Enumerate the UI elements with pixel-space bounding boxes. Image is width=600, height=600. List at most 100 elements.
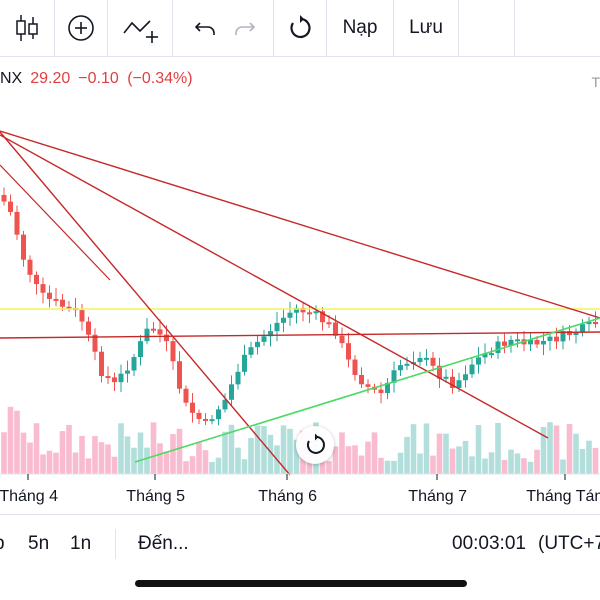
volume-bar	[371, 432, 378, 474]
volume-bar	[189, 456, 196, 474]
volume-bar	[98, 442, 105, 474]
volume-bar	[235, 447, 241, 474]
horizontal-line-red	[0, 331, 600, 339]
volume-bar	[1, 432, 7, 474]
volume-bar	[150, 422, 157, 474]
candle-body	[385, 382, 390, 394]
candle-body	[131, 357, 137, 371]
candle-body	[27, 259, 33, 275]
volume-bar	[92, 436, 98, 474]
volume-bar	[345, 446, 352, 474]
indicator-add-icon	[123, 20, 158, 43]
x-axis-tick-label: Tháng Tám	[526, 488, 600, 505]
volume-bar	[280, 425, 287, 474]
volume-bar	[209, 461, 215, 474]
volume-bar	[553, 425, 560, 474]
volume-bar	[547, 422, 553, 474]
candle-body	[463, 374, 468, 381]
candle-body	[515, 339, 520, 342]
volume-bar	[514, 453, 521, 474]
volume-bar	[475, 425, 482, 474]
add-indicator-button[interactable]	[108, 0, 172, 56]
range-button-partial[interactable]: p	[0, 533, 5, 555]
candle-body	[53, 298, 59, 301]
volume-bar	[72, 452, 79, 474]
candle-body	[157, 329, 163, 335]
range-button-1d[interactable]: 1n	[70, 533, 92, 554]
candle-body	[502, 341, 507, 346]
candle-body	[320, 311, 325, 323]
candle-body	[495, 341, 501, 354]
volume-bar	[33, 423, 40, 474]
candle-body	[47, 292, 52, 299]
load-layout-button[interactable]: Nạp	[327, 0, 393, 56]
candle-body	[196, 412, 202, 419]
candle-body	[443, 376, 449, 379]
candle-body	[170, 341, 176, 362]
volume-bar	[20, 432, 27, 474]
price-change: −0.10	[78, 70, 119, 87]
chart-type-button[interactable]	[0, 0, 54, 56]
candle-body	[209, 419, 215, 422]
volume-bar	[267, 434, 274, 474]
candle-body	[203, 418, 208, 421]
chart-reset-view-button[interactable]	[296, 426, 334, 464]
reset-icon	[290, 15, 311, 39]
volume-bar	[423, 423, 430, 474]
candle-body	[151, 328, 156, 331]
volume-bar	[443, 433, 449, 474]
compare-symbol-button[interactable]	[55, 0, 107, 56]
x-axis-tick-label: Tháng 5	[126, 488, 186, 505]
volume-bar	[365, 441, 371, 474]
candle-body	[339, 335, 345, 344]
drawings-layer	[0, 130, 600, 476]
range-button-5d[interactable]: 5n	[28, 533, 50, 554]
volume-bar	[215, 457, 222, 474]
volume-bar	[436, 433, 443, 474]
symbol-name: NX	[0, 70, 23, 87]
volume-bar	[527, 461, 534, 474]
volume-bar	[358, 455, 365, 474]
candle-body	[580, 324, 585, 333]
candle-body	[307, 312, 312, 315]
goto-date-button[interactable]: Đến...	[138, 533, 189, 554]
candle-body	[99, 351, 104, 377]
candle-body	[313, 311, 319, 314]
candle-body	[216, 409, 221, 420]
candle-body	[528, 339, 533, 345]
save-layout-button[interactable]: Lưu	[394, 0, 458, 56]
candle-body	[359, 374, 364, 385]
redo-button[interactable]	[222, 0, 268, 56]
candle-body	[274, 322, 280, 332]
candle-body	[391, 370, 397, 383]
timezone-button[interactable]: (UTC+7	[538, 533, 600, 554]
symbol-quote: NX 29.20 −0.10 (−0.34%)	[0, 70, 193, 88]
trendline-red-4	[0, 164, 111, 281]
candle-body	[593, 321, 598, 325]
volume-layer	[1, 406, 599, 474]
price-chart[interactable]	[0, 100, 600, 480]
candle-body	[450, 376, 455, 388]
add-circle-icon	[68, 15, 94, 41]
candle-body	[456, 380, 462, 388]
volume-bar	[241, 459, 248, 474]
volume-bar	[170, 434, 176, 474]
candle-body	[554, 336, 559, 342]
load-layout-label: Nạp	[342, 17, 378, 38]
volume-bar	[176, 428, 183, 474]
price-change-percent: (−0.34%)	[127, 70, 193, 87]
candle-body	[378, 389, 384, 394]
candle-body	[125, 370, 130, 374]
candle-body	[79, 310, 85, 322]
candle-body	[34, 274, 39, 285]
reset-chart-button[interactable]	[274, 0, 326, 56]
volume-bar	[157, 443, 163, 474]
candle-body	[118, 373, 124, 383]
candle-body	[268, 331, 273, 337]
candle-body	[586, 321, 592, 325]
candle-body	[60, 299, 65, 307]
candle-body	[8, 201, 13, 212]
volume-bar	[248, 437, 254, 474]
undo-button[interactable]	[182, 0, 228, 56]
candle-body	[164, 334, 169, 342]
